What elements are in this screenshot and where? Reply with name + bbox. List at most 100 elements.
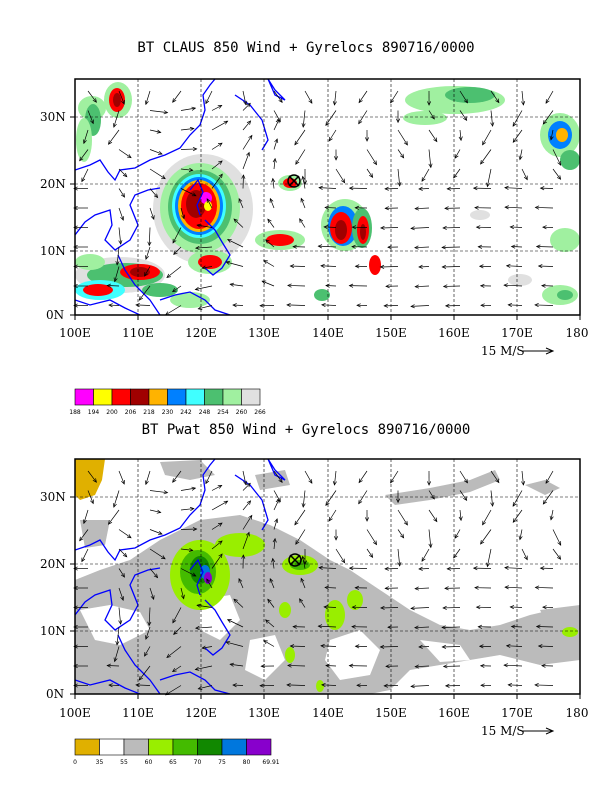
wind-vector-head <box>197 306 203 310</box>
wind-vector-head <box>147 621 152 627</box>
wind-vector <box>238 578 244 589</box>
wind-vector-head <box>122 552 128 558</box>
wind-vector-head <box>246 151 250 157</box>
wind-vector-head <box>504 585 509 590</box>
wind-vector <box>233 218 244 228</box>
wind-vector <box>328 509 337 522</box>
wind-vector-head <box>507 302 513 308</box>
wind-vector-head <box>191 486 197 491</box>
wind-vector-head <box>191 572 197 577</box>
wind-vector <box>202 646 213 649</box>
wind-vector <box>195 246 213 249</box>
wind-vector <box>273 90 283 103</box>
wind-vector-head <box>418 186 423 191</box>
wind-vector-head <box>323 605 328 610</box>
wind-vector-head <box>545 99 550 104</box>
wind-vector <box>302 490 306 508</box>
wind-vector-head <box>372 160 377 166</box>
wind-vector-head <box>73 624 78 630</box>
wind-vector <box>242 152 250 170</box>
wind-vector-head <box>225 640 231 645</box>
wind-vector-head <box>144 480 149 486</box>
top-x-label: 180 <box>566 326 589 340</box>
bottom-scale-vector: 15 M/S <box>481 724 555 738</box>
wind-vector <box>490 470 500 483</box>
wind-vector-head <box>358 478 363 484</box>
wind-vector-head <box>364 137 370 142</box>
wind-vector <box>318 625 337 628</box>
wind-vector-head <box>433 517 438 523</box>
wind-vector-head <box>135 302 140 308</box>
wind-vector-head <box>145 635 149 640</box>
wind-vector <box>242 515 253 530</box>
wind-vector-head <box>226 619 232 623</box>
wind-vector-head <box>534 205 540 210</box>
wind-vector <box>454 529 461 539</box>
wind-vector <box>294 509 306 526</box>
wind-vector <box>149 529 163 535</box>
wind-vector-head <box>79 156 84 162</box>
wind-vector-head <box>138 296 144 301</box>
bottom-axis-ticks <box>70 496 581 699</box>
top-axis-ticks <box>70 116 581 320</box>
colorbar-label: 65 <box>169 759 177 766</box>
wind-vector-head <box>238 197 243 203</box>
wind-vector <box>325 490 337 506</box>
top-y-label: 10N <box>40 244 66 258</box>
wind-vector <box>550 509 554 520</box>
wind-vector <box>480 529 492 545</box>
wind-vector <box>172 285 182 292</box>
top-cloud-field <box>75 82 580 308</box>
wind-vector-head <box>267 218 272 224</box>
wind-vector-head <box>122 172 128 178</box>
wind-vector-head <box>246 120 252 125</box>
wind-vector <box>299 218 306 228</box>
wind-vector-head <box>453 173 458 179</box>
wind-vector <box>428 110 435 120</box>
wind-vector <box>149 129 161 133</box>
wind-vector-head <box>113 277 118 283</box>
wind-vector-head <box>246 500 252 505</box>
bottom-x-axis-labels: 100E 110E 120E 130E 140E 150E 160E 170E … <box>59 706 588 720</box>
wind-vector-head <box>261 280 267 285</box>
wind-vector <box>415 665 430 668</box>
wind-vector <box>180 587 185 599</box>
wind-vector <box>272 558 275 569</box>
wind-vector-head <box>534 303 539 308</box>
wind-vector <box>149 490 168 494</box>
wind-vector-head <box>108 683 113 688</box>
colorbar-swatch <box>204 388 224 406</box>
wind-vector <box>459 470 468 484</box>
wind-vector <box>148 607 151 626</box>
wind-vector-head <box>490 502 495 507</box>
wind-vector <box>325 587 337 589</box>
wind-vector-head <box>480 303 485 308</box>
wind-vector <box>521 90 524 105</box>
bottom-x-label: 100E <box>59 706 91 720</box>
wind-vector-head <box>341 178 346 184</box>
wind-vector <box>242 135 253 150</box>
wind-vector-head <box>512 518 517 523</box>
wind-vector <box>319 187 337 189</box>
wind-vector <box>480 149 492 165</box>
wind-vector-head <box>265 619 270 624</box>
wind-vector-head <box>387 625 392 630</box>
wind-vector-head <box>225 260 231 265</box>
wind-vector-head <box>523 555 528 561</box>
wind-vector-head <box>271 557 276 563</box>
colorbar-swatch <box>148 388 168 406</box>
wind-vector <box>397 529 404 539</box>
wind-vector-head <box>333 536 339 541</box>
wind-vector <box>453 168 461 179</box>
wind-vector-head <box>245 531 250 537</box>
wind-vector <box>325 110 337 126</box>
wind-vector-head <box>73 244 78 250</box>
wind-vector-head <box>278 98 283 104</box>
colorbar-swatch <box>130 388 150 406</box>
wind-vector <box>482 129 492 145</box>
wind-vector-head <box>463 478 468 484</box>
wind-vector-head <box>192 147 198 152</box>
bottom-pwat-field <box>75 459 580 694</box>
wind-vector <box>149 207 155 220</box>
wind-vector <box>113 110 120 128</box>
